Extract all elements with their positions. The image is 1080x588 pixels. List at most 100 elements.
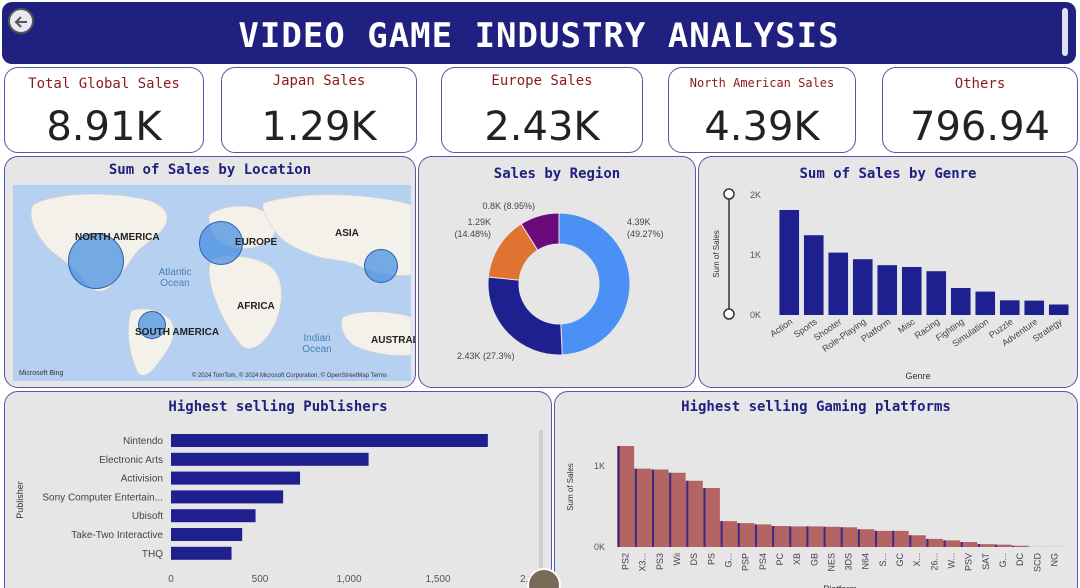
publishers-chart[interactable]: Nintendo Electronic Arts Activision Sony Co… xyxy=(5,392,552,588)
x-tick-label: PS xyxy=(706,553,716,565)
donut-slice xyxy=(520,212,560,251)
slice-label: 4.39K xyxy=(627,217,651,227)
platforms-panel: Highest selling Gaming platforms PS2 X3..… xyxy=(554,391,1078,588)
y-axis-label: Publisher xyxy=(15,481,25,519)
kpi-total-global-sales: Total Global Sales 8.91K xyxy=(4,67,204,153)
continent-label: AFRICA xyxy=(237,301,275,312)
platform-area xyxy=(617,446,1063,547)
genre-bar xyxy=(950,288,971,315)
scrollbar-track xyxy=(539,430,543,570)
genre-bar xyxy=(852,259,873,315)
bubble-europe[interactable] xyxy=(199,221,243,265)
sales-by-region-panel: Sales by Region 4.39K (49.27%) 2.43K (27.3… xyxy=(418,156,696,388)
x-tick-label: DS xyxy=(689,553,699,566)
slider-handle-top xyxy=(723,188,735,200)
x-tick-label: PC xyxy=(775,553,785,566)
bing-logo: Microsoft Bing xyxy=(19,370,64,377)
slice-label-pct: (14.48%) xyxy=(454,229,491,239)
sales-by-region-chart[interactable]: 4.39K (49.27%) 2.43K (27.3%) 1.29K (14.48%) 0… xyxy=(419,157,696,388)
x-tick-label: XB xyxy=(792,553,802,565)
x-tick-label: X... xyxy=(912,553,922,567)
donut-slice xyxy=(558,212,631,356)
publisher-label: Activision xyxy=(121,474,163,485)
x-tick-label: SAT xyxy=(981,553,991,570)
bubble-asia[interactable] xyxy=(364,249,398,283)
map-land xyxy=(30,193,411,376)
publisher-label: Take-Two Interactive xyxy=(71,530,163,541)
publisher-label: Sony Computer Entertain... xyxy=(42,492,163,503)
header-banner: VIDEO GAME INDUSTRY ANALYSIS xyxy=(2,2,1076,64)
kpi-label: Total Global Sales xyxy=(28,76,180,92)
panel-title: Sum of Sales by Location xyxy=(108,162,312,178)
publisher-bar xyxy=(171,528,243,541)
x-tick-label: PS3 xyxy=(655,553,665,570)
publisher-label: THQ xyxy=(142,549,163,560)
publisher-bar xyxy=(171,490,284,504)
kpi-value: 796.94 xyxy=(910,104,1050,150)
panel-title: Highest selling Publishers xyxy=(168,399,388,415)
publisher-bar xyxy=(171,452,369,466)
y-tick-label: 0K xyxy=(594,542,605,552)
publisher-label: Nintendo xyxy=(123,436,163,447)
continent-label: SOUTH AMERICA xyxy=(135,327,220,338)
continent-label: ASIA xyxy=(335,228,359,239)
ocean-label: Atlantic Ocean xyxy=(158,267,192,289)
continent-label: AUSTRAL xyxy=(371,335,416,346)
publisher-label: Electronic Arts xyxy=(99,455,163,466)
x-tick-label: 1,000 xyxy=(336,574,361,585)
x-tick-label: PSP xyxy=(741,553,751,571)
panel-title: Sales by Region xyxy=(493,166,621,182)
genre-bar xyxy=(828,252,849,315)
bubble-north-america[interactable] xyxy=(68,233,124,289)
header-scrollbar[interactable] xyxy=(1062,8,1068,56)
kpi-europe-sales: Europe Sales 2.43K xyxy=(441,67,643,153)
slider-handle-bottom xyxy=(723,308,735,320)
sales-by-genre-panel: Sum of Sales by Genre 0K 1K 2K Sum of Sales… xyxy=(698,156,1078,388)
kpi-others: Others 796.94 xyxy=(882,67,1078,153)
kpi-label: Others xyxy=(954,76,1006,92)
sales-by-location-panel: Sum of Sales by Location NORTH AMERICA E… xyxy=(4,156,416,388)
panel-title: Sum of Sales by Genre xyxy=(799,166,977,182)
genre-bar xyxy=(1048,304,1069,315)
ocean-label: Indian Ocean xyxy=(302,333,332,355)
back-button[interactable] xyxy=(8,8,34,34)
x-tick-label: GB xyxy=(809,553,819,566)
x-tick-label: S... xyxy=(878,553,888,567)
publisher-bar xyxy=(171,546,232,560)
x-tick-label: NES xyxy=(826,553,836,572)
slice-label-pct: (49.27%) xyxy=(627,229,664,239)
slice-label: 2.43K (27.3%) xyxy=(457,351,515,361)
world-map[interactable]: NORTH AMERICA EUROPE ASIA AFRICA SOUTH A… xyxy=(13,185,415,381)
y-axis-label: Sum of Sales xyxy=(566,463,575,511)
slice-label: 0.8K (8.95%) xyxy=(482,201,535,211)
arrow-left-icon xyxy=(14,16,27,28)
x-tick-label: Action xyxy=(768,316,794,339)
continent-label: NORTH AMERICA xyxy=(75,232,160,243)
x-tick-label: 1,500 xyxy=(425,574,450,585)
genre-bar xyxy=(975,291,996,315)
bubble-south-america[interactable] xyxy=(138,311,166,339)
publisher-label: Ubisoft xyxy=(132,511,163,522)
donut-slice xyxy=(487,276,563,356)
genre-bar xyxy=(901,267,922,315)
genre-bar xyxy=(999,300,1020,315)
x-tick-label: 26... xyxy=(929,553,939,571)
x-tick-label: N64 xyxy=(861,553,871,570)
x-tick-label: G... xyxy=(998,553,1008,568)
y-tick-label: 1K xyxy=(594,461,605,471)
platforms-chart[interactable]: PS2 X3... PS3 Wii DS PS G... PSP PS4 PC XB GB NES 3DS… xyxy=(555,392,1078,588)
kpi-value: 1.29K xyxy=(261,104,377,150)
kpi-value: 4.39K xyxy=(704,104,820,150)
x-tick-label: Wii xyxy=(672,553,682,566)
y-tick-label: 0K xyxy=(750,310,761,320)
x-tick-label: PSV xyxy=(964,553,974,571)
map-attribution[interactable]: © 2024 TomTom, © 2024 Microsoft Corporat… xyxy=(191,373,387,379)
y-tick-label: 1K xyxy=(750,250,761,260)
x-tick-label: W... xyxy=(947,553,957,569)
slice-label: 1.29K xyxy=(467,217,491,227)
page-title: VIDEO GAME INDUSTRY ANALYSIS xyxy=(238,16,840,56)
x-tick-label: SCD xyxy=(1032,553,1042,573)
genre-bar xyxy=(1024,300,1045,315)
